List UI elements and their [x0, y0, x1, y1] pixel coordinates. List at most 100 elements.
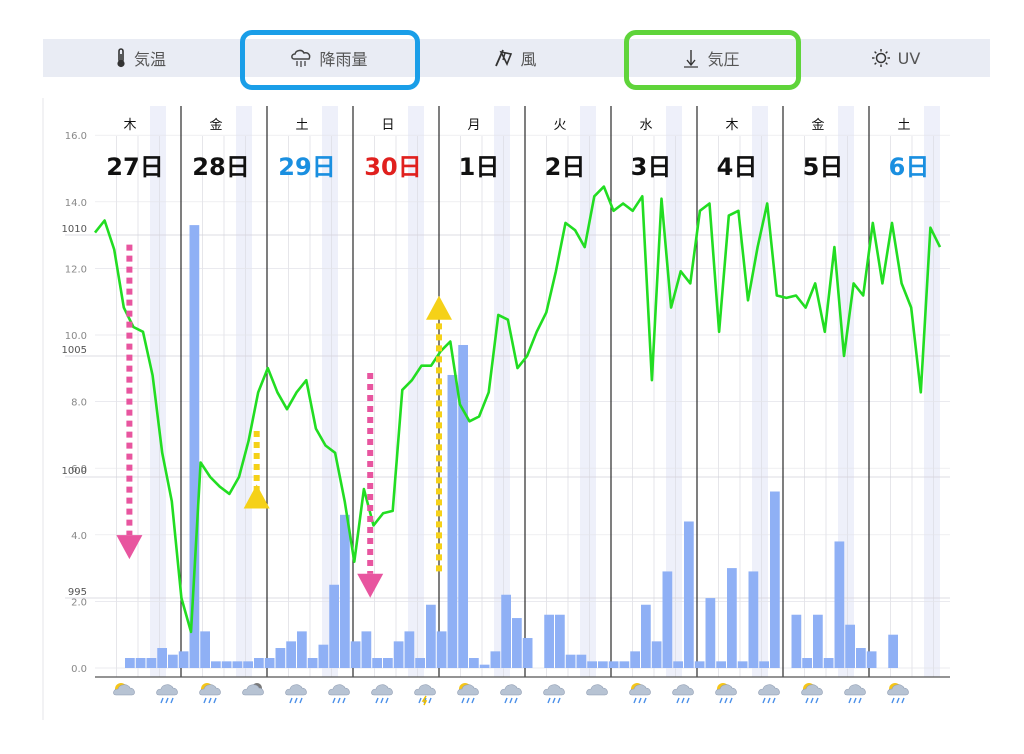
tab-wind[interactable]: 風 [470, 39, 560, 77]
cloud-shape [156, 684, 178, 696]
rain-bar [555, 614, 565, 668]
rain-bar [705, 598, 716, 668]
rain-bar [340, 514, 350, 668]
pressure-tick-label: 1000 [62, 466, 87, 477]
cloud-shape [328, 684, 350, 696]
raindrop [337, 697, 341, 704]
date-label: 1日 [459, 153, 500, 181]
night-band [494, 106, 510, 677]
rain-bar [716, 661, 726, 668]
rain-bar [490, 651, 501, 668]
raindrop [385, 697, 389, 704]
tab-pressure[interactable]: 気圧 [628, 39, 794, 77]
night-band [236, 106, 252, 677]
rain-bar [372, 658, 382, 668]
rain-bar [813, 614, 823, 668]
date-label: 30日 [364, 153, 421, 181]
raindrop [160, 697, 164, 704]
cloud-shape [758, 684, 780, 696]
raindrop [514, 697, 518, 704]
rain-bar [501, 594, 511, 668]
rain-icon [672, 684, 694, 704]
rain-bar [522, 638, 533, 668]
rain-bar [243, 661, 253, 668]
rain-tick-label: 0.0 [71, 664, 87, 675]
rain-icon [371, 684, 393, 704]
rain-bar [888, 634, 898, 668]
rain-bar [458, 344, 468, 668]
tab-rainfall[interactable]: 降雨量 [244, 39, 414, 77]
date-label: 27日 [106, 153, 163, 181]
rain-icon [500, 684, 522, 704]
raindrop [805, 697, 809, 704]
rain-bar [866, 651, 877, 668]
night-band [322, 106, 338, 677]
raindrop [858, 697, 862, 704]
rain-bar [856, 648, 866, 668]
up-arrow-head [243, 484, 270, 509]
raindrop [557, 697, 561, 704]
cloud-shape [242, 684, 264, 696]
down-arrow-head [116, 535, 143, 560]
raindrop [461, 697, 465, 704]
raindrop [289, 697, 293, 704]
sun-cloud-icon [113, 683, 135, 696]
rain-bar [447, 374, 458, 668]
rain-bar [619, 661, 630, 668]
up-arrow-head [426, 295, 452, 320]
cloud-shape [801, 684, 823, 696]
weekday-label: 土 [295, 118, 308, 133]
rain-icon [328, 684, 350, 704]
cloud-shape [414, 684, 436, 696]
rain-tick-label: 12.0 [65, 264, 87, 275]
raindrop [547, 697, 551, 704]
date-label: 28日 [192, 153, 249, 181]
tab-bar [43, 39, 990, 77]
sun-rain-icon [887, 683, 909, 704]
raindrop [681, 697, 685, 704]
rain-bar [297, 631, 307, 668]
rain-bar [221, 661, 232, 668]
night-band [580, 106, 596, 677]
raindrop [203, 697, 207, 704]
tab-temperature[interactable]: 気温 [98, 39, 183, 77]
rain-bar [845, 624, 855, 668]
cloud-shape [285, 684, 307, 696]
rain-bar [684, 521, 694, 668]
raindrop [772, 697, 776, 704]
raindrop [299, 697, 303, 704]
date-label: 29日 [278, 153, 335, 181]
rain-bar [608, 661, 619, 668]
date-label: 5日 [803, 153, 844, 181]
rain-bar [651, 641, 662, 668]
weekday-label: 金 [811, 117, 824, 133]
rain-bar [598, 661, 608, 668]
rain-bar [802, 658, 812, 668]
cloud-moon-icon [242, 683, 264, 696]
rain-icon [156, 684, 178, 704]
cloud-shape [371, 684, 393, 696]
pressure-tick-label: 1010 [62, 224, 87, 235]
rain-tick-label: 14.0 [65, 198, 87, 209]
rain-bar [748, 571, 759, 668]
weekday-label: 火 [553, 118, 566, 133]
raindrop [380, 697, 384, 704]
raindrop [213, 697, 217, 704]
rain-bar [727, 568, 737, 668]
pressure-tick-label: 995 [68, 587, 87, 598]
weekday-label: 月 [467, 118, 480, 133]
sun-rain-icon [801, 683, 823, 704]
rain-bar [770, 491, 780, 668]
sun-rain-icon [715, 683, 737, 704]
weekday-label: 水 [639, 118, 652, 133]
tab-uv[interactable]: UV [858, 39, 933, 77]
pressure-tick-label: 1005 [62, 345, 87, 356]
raindrop [676, 697, 680, 704]
cloud-shape [715, 684, 737, 696]
rain-bar [125, 658, 135, 668]
tab-uv-label: UV [897, 48, 921, 68]
rain-tick-label: 6.0 [71, 464, 87, 475]
rain-tick-label: 4.0 [71, 531, 87, 542]
raindrop [471, 697, 475, 704]
thermometer-icon [115, 48, 127, 68]
